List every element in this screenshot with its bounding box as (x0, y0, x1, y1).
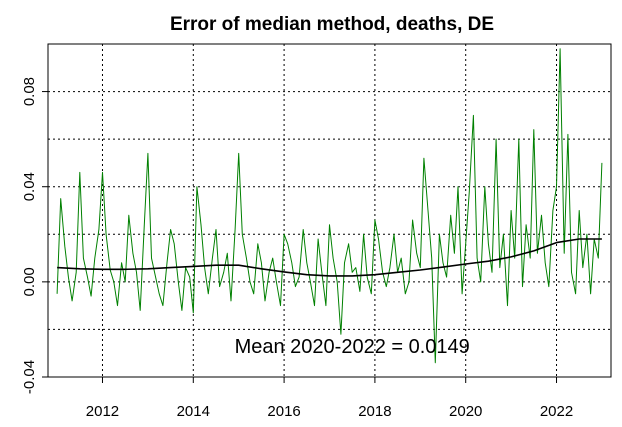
y-tick-label: 0.08 (21, 77, 38, 106)
x-tick-label: 2020 (449, 403, 482, 420)
y-tick-label: -0.04 (21, 360, 38, 394)
grid (48, 43, 611, 378)
trend-line (57, 238, 602, 277)
chart-title: Error of median method, deaths, DE (170, 14, 494, 35)
x-tick-label: 2016 (267, 403, 300, 420)
y-tick-label: 0.04 (21, 172, 38, 201)
y-tick-label: 0.00 (21, 267, 38, 296)
axes: 2012 2014 2016 2018 2020 2022 -0.04 0.00 0.04 0.0… (21, 77, 573, 420)
x-tick-label: 2014 (177, 403, 210, 420)
plot-series (56, 48, 603, 364)
error-series-line (56, 48, 603, 364)
x-tick-label: 2012 (86, 403, 119, 420)
x-tick-label: 2022 (540, 403, 573, 420)
mean-annotation: Mean 2020-2022 = 0.0149 (235, 336, 470, 358)
plot-frame (47, 43, 612, 378)
x-tick-label: 2018 (358, 403, 391, 420)
